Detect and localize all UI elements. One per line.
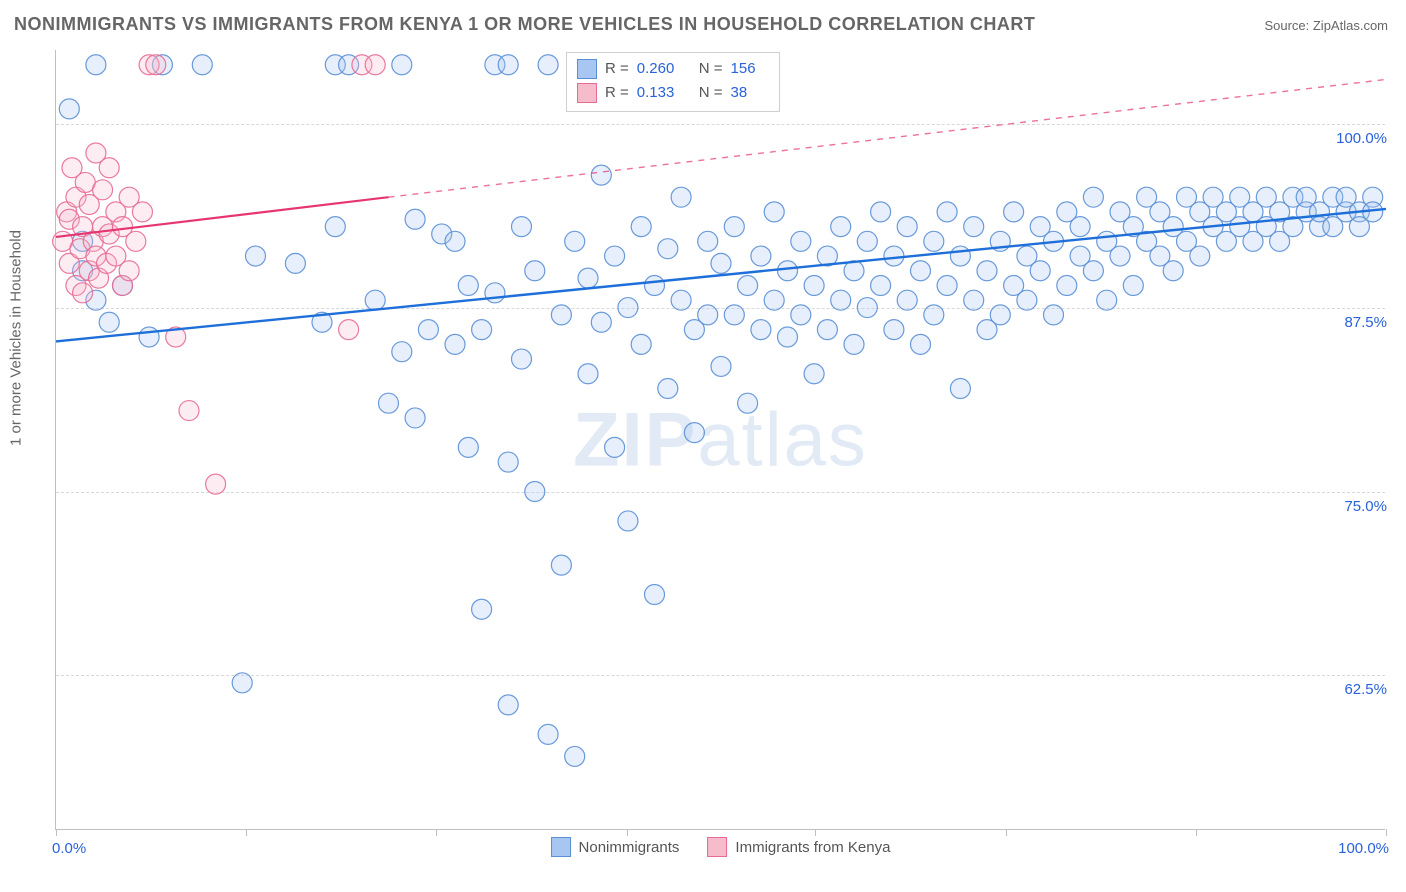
legend-swatch-nonimmigrants [551,837,571,857]
legend-item-nonimmigrants: Nonimmigrants [551,837,680,857]
stats-legend: R = 0.260 N = 156 R = 0.133 N = 38 [566,52,780,112]
y-tick-label: 100.0% [1336,130,1387,147]
r-value-1: 0.260 [637,57,691,81]
swatch-immigrants [577,83,597,103]
r-label: R = [605,57,629,81]
y-tick-label: 87.5% [1344,314,1387,331]
chart-title: NONIMMIGRANTS VS IMMIGRANTS FROM KENYA 1… [14,14,1035,35]
r-label: R = [605,81,629,105]
n-label: N = [699,57,723,81]
series-legend: Nonimmigrants Immigrants from Kenya [551,837,891,857]
n-label: N = [699,81,723,105]
plot-area: ZIPatlas R = 0.260 N = 156 R = 0.133 N =… [55,50,1385,830]
r-value-2: 0.133 [637,81,691,105]
y-tick-label: 62.5% [1344,681,1387,698]
chart-svg [56,50,1385,829]
legend-label-nonimmigrants: Nonimmigrants [579,839,680,856]
stats-row-nonimmigrants: R = 0.260 N = 156 [577,57,765,81]
x-axis-label-right: 100.0% [1338,840,1389,857]
stats-row-immigrants: R = 0.133 N = 38 [577,81,765,105]
x-axis-label-left: 0.0% [52,840,86,857]
legend-item-immigrants: Immigrants from Kenya [707,837,890,857]
y-axis-title: 1 or more Vehicles in Household [8,230,25,446]
legend-label-immigrants: Immigrants from Kenya [735,839,890,856]
legend-swatch-immigrants [707,837,727,857]
source-label: Source: ZipAtlas.com [1264,18,1388,33]
n-value-2: 38 [731,81,765,105]
swatch-nonimmigrants [577,59,597,79]
n-value-1: 156 [731,57,765,81]
y-tick-label: 75.0% [1344,498,1387,515]
